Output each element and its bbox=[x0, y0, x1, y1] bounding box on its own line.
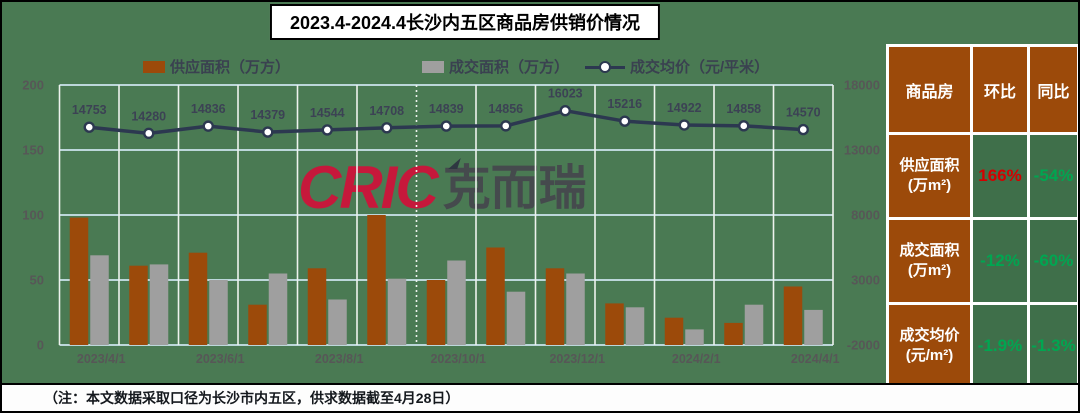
footnote: （注：本文数据采取口径为长沙市内五区，供求数据截至4月28日） bbox=[2, 383, 1078, 411]
table-value-yoy: -60% bbox=[1030, 220, 1077, 302]
cric-watermark: CRIC 克而瑞 bbox=[298, 154, 587, 221]
svg-text:14708: 14708 bbox=[369, 104, 404, 118]
row-label-unit: (万m²) bbox=[907, 262, 952, 279]
svg-text:18000: 18000 bbox=[844, 78, 880, 93]
svg-text:14836: 14836 bbox=[191, 102, 226, 116]
legend-item-supply: 供应面积（万方） bbox=[143, 56, 290, 77]
svg-text:2023/8/1: 2023/8/1 bbox=[315, 352, 364, 366]
legend-label-supply: 供应面积（万方） bbox=[170, 59, 291, 76]
svg-text:14858: 14858 bbox=[726, 102, 761, 116]
svg-text:16023: 16023 bbox=[548, 87, 583, 101]
legend-label-transaction: 成交面积（万方） bbox=[449, 59, 570, 76]
svg-text:2024/2/1: 2024/2/1 bbox=[672, 352, 721, 366]
svg-text:14570: 14570 bbox=[786, 106, 821, 120]
legend-line-marker-icon bbox=[585, 60, 625, 73]
table-value-mom: 166% bbox=[973, 135, 1027, 217]
table-row-label: 成交均价 (元/m²) bbox=[889, 305, 970, 387]
svg-text:14280: 14280 bbox=[131, 109, 166, 123]
row-label-text: 成交均价 bbox=[899, 326, 960, 344]
svg-text:200: 200 bbox=[22, 78, 44, 93]
svg-text:2023/6/1: 2023/6/1 bbox=[196, 352, 245, 366]
table-header-yoy: 同比 bbox=[1030, 47, 1077, 132]
svg-text:50: 50 bbox=[30, 273, 44, 288]
svg-text:-2000: -2000 bbox=[847, 338, 880, 353]
table-value-yoy: -54% bbox=[1030, 135, 1077, 217]
row-label-text: 成交面积 bbox=[899, 241, 960, 259]
chart-legend: 供应面积（万方） 成交面积（万方） 成交均价（元/平米） bbox=[2, 56, 882, 76]
svg-text:14544: 14544 bbox=[310, 106, 345, 120]
svg-text:14856: 14856 bbox=[488, 102, 523, 116]
row-label-unit: (万m²) bbox=[907, 177, 952, 194]
svg-text:14379: 14379 bbox=[250, 108, 285, 122]
svg-text:2023/4/1: 2023/4/1 bbox=[77, 352, 126, 366]
table-value-yoy: -1.3% bbox=[1030, 305, 1077, 387]
watermark-latin: CRIC bbox=[298, 154, 439, 221]
legend-item-price: 成交均价（元/平米） bbox=[585, 56, 769, 77]
svg-text:150: 150 bbox=[22, 143, 44, 158]
table-header-mom: 环比 bbox=[973, 47, 1027, 132]
table-value-mom: -1.9% bbox=[973, 305, 1027, 387]
svg-text:14839: 14839 bbox=[429, 102, 464, 116]
svg-text:0: 0 bbox=[37, 338, 44, 353]
summary-table: 商品房 环比 同比 供应面积 (万m²) 166% -54% 成交面积 (万m²… bbox=[886, 44, 1078, 390]
page-title: 2023.4-2024.4长沙内五区商品房供销价情况 bbox=[269, 4, 661, 40]
footnote-text: （注：本文数据采取口径为长沙市内五区，供求数据截至4月28日） bbox=[44, 390, 460, 406]
row-label-unit: (元/m²) bbox=[905, 347, 954, 364]
legend-swatch-supply-icon bbox=[143, 60, 165, 73]
svg-text:14922: 14922 bbox=[667, 101, 702, 115]
svg-text:2024/4/1: 2024/4/1 bbox=[791, 352, 840, 366]
svg-text:14753: 14753 bbox=[72, 103, 107, 117]
svg-text:8000: 8000 bbox=[851, 208, 880, 223]
watermark-cjk: 克而瑞 bbox=[442, 162, 587, 215]
legend-swatch-transaction-icon bbox=[422, 60, 444, 73]
svg-text:2023/10/1: 2023/10/1 bbox=[430, 352, 486, 366]
table-value-mom: -12% bbox=[973, 220, 1027, 302]
table-row-label: 成交面积 (万m²) bbox=[889, 220, 970, 302]
svg-text:3000: 3000 bbox=[851, 273, 880, 288]
svg-text:13000: 13000 bbox=[844, 143, 880, 158]
svg-text:2023/12/1: 2023/12/1 bbox=[549, 352, 605, 366]
table-header-product: 商品房 bbox=[889, 47, 970, 132]
svg-text:15216: 15216 bbox=[607, 97, 642, 111]
row-label-text: 供应面积 bbox=[899, 156, 960, 174]
legend-item-transaction: 成交面积（万方） bbox=[422, 56, 569, 77]
legend-label-price: 成交均价（元/平米） bbox=[630, 59, 770, 76]
svg-text:100: 100 bbox=[22, 208, 44, 223]
table-row-label: 供应面积 (万m²) bbox=[889, 135, 970, 217]
